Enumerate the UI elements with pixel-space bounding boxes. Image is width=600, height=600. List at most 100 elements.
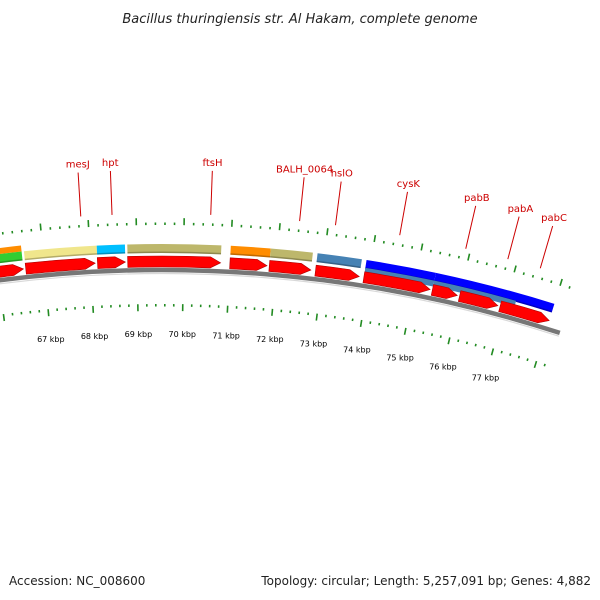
feature-band[interactable] — [365, 259, 437, 282]
feature-band[interactable] — [270, 248, 313, 262]
gene-label[interactable]: pabC — [541, 213, 567, 224]
outer-tick — [420, 243, 424, 251]
cds-arrow[interactable] — [362, 271, 431, 294]
kbp-label: 71 kbp — [212, 332, 240, 341]
gene-leader-line — [210, 170, 213, 215]
inner-tick — [271, 308, 274, 316]
feature-band[interactable] — [0, 251, 23, 268]
inner-tick — [403, 327, 407, 335]
inner-tick — [517, 355, 521, 359]
gene-leader-line — [299, 177, 305, 222]
inner-tick — [422, 331, 425, 335]
gene-label[interactable]: cysK — [397, 179, 421, 190]
feature-band-mid[interactable] — [433, 280, 517, 307]
gene-label[interactable]: pabB — [464, 193, 490, 204]
outer-tick — [429, 249, 432, 253]
cds-arrow[interactable] — [314, 264, 360, 281]
outer-tick — [485, 262, 488, 266]
inner-tick — [430, 333, 434, 337]
outer-tick — [513, 265, 517, 273]
outer-tick — [568, 285, 571, 289]
outer-tick — [448, 253, 451, 257]
feature-band-shadow — [127, 251, 222, 255]
cds-arrow[interactable] — [24, 257, 96, 275]
outer-tick — [278, 223, 281, 231]
inner-tick — [447, 337, 451, 345]
outer-tick — [439, 251, 442, 255]
cds-arrow[interactable] — [96, 256, 127, 269]
gene-leader-line — [109, 170, 113, 215]
genome-backbone — [0, 267, 561, 337]
inner-tick — [457, 339, 460, 343]
feature-band-shadow — [316, 260, 361, 269]
map-title: Bacillus thuringiensis str. Al Hakam, co… — [122, 12, 477, 27]
kbp-label: 72 kbp — [256, 335, 284, 344]
cds-arrow[interactable] — [268, 260, 312, 275]
gene-leader-line — [539, 225, 554, 269]
inner-tick — [526, 358, 529, 362]
outer-tick — [504, 267, 507, 271]
outer-tick — [541, 277, 544, 281]
outer-tick — [326, 228, 329, 236]
feature-band-shadow — [24, 253, 98, 261]
outer-tick — [559, 278, 563, 286]
cds-arrow[interactable] — [127, 255, 222, 269]
kbp-label: 70 kbp — [169, 330, 197, 339]
inner-tick — [413, 329, 416, 333]
gene-label[interactable]: hpt — [102, 158, 119, 169]
outer-tick — [373, 234, 377, 243]
gene-leader-line — [465, 205, 477, 249]
feature-band[interactable] — [230, 245, 271, 258]
feature-band-shadow — [0, 258, 23, 264]
cds-track[interactable] — [0, 255, 550, 324]
feature-band-top[interactable] — [0, 245, 22, 259]
cds-arrow[interactable] — [229, 257, 268, 271]
feature-band[interactable] — [316, 253, 362, 269]
kbp-label: 74 kbp — [343, 346, 371, 355]
kbp-label: 75 kbp — [386, 353, 414, 362]
cds-arrow[interactable] — [457, 290, 499, 309]
gene-leader-line — [77, 172, 82, 217]
inner-tick — [483, 345, 486, 349]
feature-band-shadow — [97, 252, 126, 255]
inner-tick — [465, 341, 469, 345]
feature-band-shadow — [270, 255, 313, 262]
kbp-label: 68 kbp — [81, 332, 109, 341]
outer-tick — [494, 264, 498, 268]
kbp-label: 76 kbp — [429, 363, 457, 372]
inner-tick — [439, 335, 442, 339]
inner-tick — [315, 313, 318, 321]
outer-tick — [476, 260, 479, 263]
kbp-label: 67 kbp — [37, 335, 65, 344]
outer-tick — [39, 223, 42, 231]
inner-tick — [490, 348, 495, 356]
gene-leader-line — [507, 216, 520, 260]
inner-tick — [359, 319, 363, 328]
gene-label[interactable]: hslO — [331, 169, 353, 180]
gene-label[interactable]: ftsH — [203, 158, 223, 169]
outer-tick — [457, 255, 460, 259]
gene-label[interactable]: pabA — [508, 204, 534, 215]
outer-tick — [531, 274, 535, 278]
cds-arrow[interactable] — [0, 264, 25, 282]
cds-arrow[interactable] — [430, 284, 458, 299]
feature-band[interactable] — [434, 272, 555, 313]
kbp-label: 69 kbp — [125, 330, 153, 339]
gene-label[interactable]: mesJ — [66, 160, 90, 171]
gene-label[interactable]: BALH_0064 — [276, 164, 333, 175]
inner-tick — [543, 363, 546, 367]
inner-tick — [533, 360, 538, 369]
inner-tick — [474, 343, 477, 347]
feature-band[interactable] — [23, 245, 98, 261]
gene-leader-line — [334, 181, 342, 226]
feature-tracks[interactable] — [0, 243, 555, 313]
cds-arrow[interactable] — [498, 300, 550, 324]
kbp-scale: 67 kbp 68 kbp 69 kbp 70 kbp 71 kbp 72 kbp 73 k… — [37, 330, 499, 382]
inner-tick — [509, 353, 512, 356]
feature-band[interactable] — [96, 244, 126, 255]
outer-tick — [522, 272, 525, 276]
kbp-label: 73 kbp — [300, 339, 328, 348]
feature-band[interactable] — [127, 243, 222, 255]
